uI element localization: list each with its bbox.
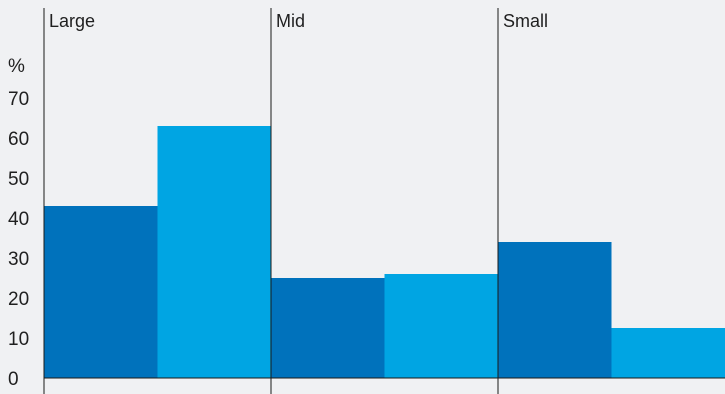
y-tick-label: 0: [8, 369, 19, 390]
y-tick-label: 20: [8, 289, 29, 310]
y-tick-label: 50: [8, 169, 29, 190]
y-tick-label: 10: [8, 329, 29, 350]
bar-large-series-2: [157, 126, 271, 378]
group-label-small: Small: [503, 11, 548, 31]
group-label-mid: Mid: [276, 11, 305, 31]
y-axis-ticks: 0 10 20 30 40 50 60 70: [8, 89, 29, 390]
group-dividers: [43, 8, 499, 394]
bar-mid-series-2: [384, 274, 498, 378]
bar-mid-series-1: [271, 278, 385, 378]
bar-small-series-1: [498, 242, 612, 378]
bar-small-series-2: [611, 328, 725, 378]
group-label-large: Large: [49, 11, 95, 31]
bar-large-series-1: [44, 206, 158, 378]
y-axis-unit-label: %: [8, 56, 25, 77]
y-tick-label: 40: [8, 209, 29, 230]
y-tick-label: 70: [8, 89, 29, 110]
y-tick-label: 60: [8, 129, 29, 150]
group-labels: Large Mid Small: [49, 11, 548, 31]
bars: [44, 126, 725, 378]
y-tick-label: 30: [8, 249, 29, 270]
